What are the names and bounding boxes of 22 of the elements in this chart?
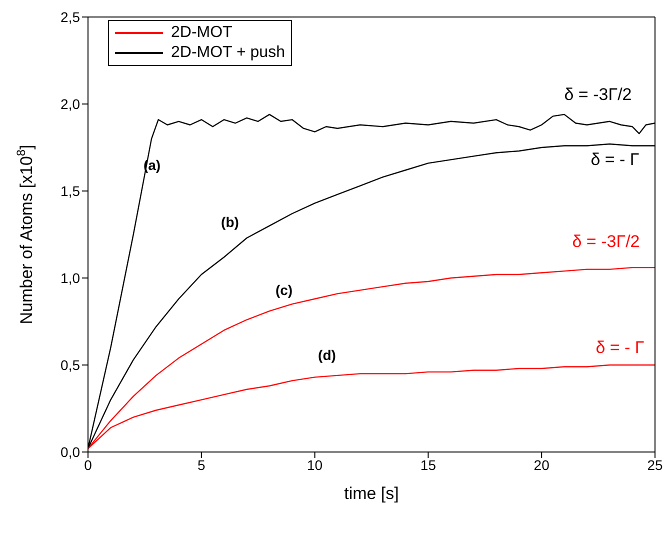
- x-axis-title: time [s]: [344, 484, 399, 503]
- y-tick-label: 2,0: [60, 96, 80, 112]
- annotation: δ = -3Γ/2: [564, 85, 632, 105]
- y-tick-label: 2,5: [60, 8, 80, 25]
- annotation: δ = - Γ: [596, 338, 644, 358]
- x-tick-label: 15: [420, 456, 436, 473]
- annotation: (b): [221, 214, 239, 230]
- annotation: δ = -3Γ/2: [572, 232, 640, 252]
- y-tick-label: 1,0: [60, 270, 80, 286]
- annotation: (c): [275, 282, 293, 298]
- annotation: (d): [318, 347, 336, 363]
- x-tick-label: 25: [647, 456, 663, 473]
- y-tick-label: 0,0: [60, 444, 80, 460]
- annotation: δ = - Γ: [590, 150, 640, 170]
- y-tick-label: 0,5: [60, 356, 80, 373]
- legend-label: 2D-MOT + push: [171, 43, 285, 63]
- x-tick-label: 0: [84, 456, 92, 473]
- legend-label: 2D-MOT: [171, 23, 232, 43]
- x-tick-label: 5: [198, 456, 206, 473]
- y-tick-label: 1,5: [60, 182, 80, 199]
- x-tick-label: 20: [534, 456, 550, 473]
- x-tick-label: 10: [307, 456, 323, 473]
